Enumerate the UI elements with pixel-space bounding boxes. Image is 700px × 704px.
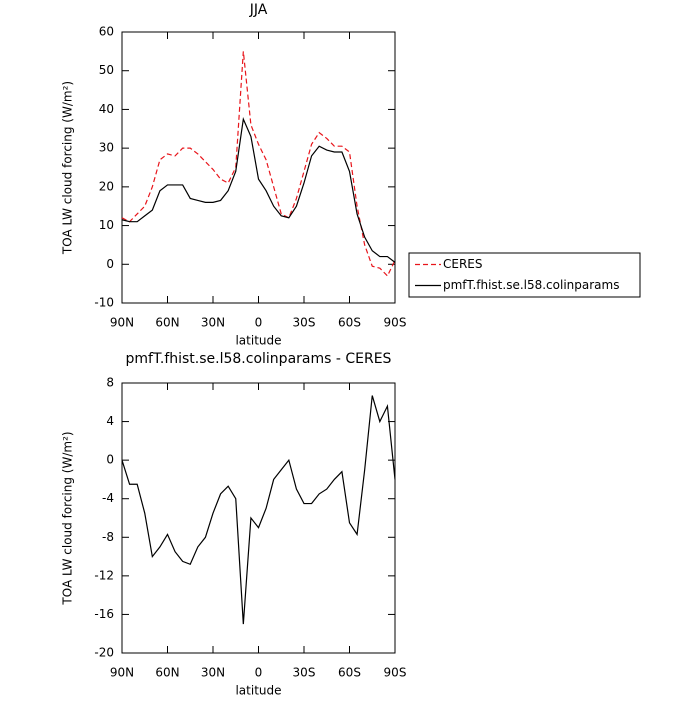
y-tick-label: 50 [99, 63, 114, 77]
y-tick-label: 4 [106, 414, 114, 428]
x-tick-label: 0 [255, 666, 263, 680]
y-tick-label: -12 [94, 568, 114, 582]
plot-frame [121, 31, 396, 304]
data-line [121, 395, 396, 625]
x-tick-label: 60S [338, 316, 361, 330]
y-tick-label: 20 [99, 179, 114, 193]
data-line [121, 116, 396, 263]
x-tick-label: 90N [110, 316, 134, 330]
y-tick-label: 40 [99, 102, 114, 116]
x-tick-label: 90S [384, 316, 407, 330]
x-tick-label: 60S [338, 666, 361, 680]
y-tick-label: -4 [102, 491, 114, 505]
y-tick-label: -10 [94, 296, 114, 310]
plot-frame [121, 382, 396, 654]
y-axis-label: TOA LW cloud forcing (W/m²) [61, 431, 75, 605]
y-tick-label: 60 [99, 25, 114, 39]
x-axis-label: latitude [235, 334, 281, 348]
x-tick-label: 90S [384, 666, 407, 680]
x-tick-label: 30N [201, 316, 225, 330]
chart-title: pmfT.fhist.se.l58.colinparams - CERES [126, 351, 392, 367]
y-tick-label: 8 [106, 376, 114, 390]
y-tick-label: 30 [99, 141, 114, 155]
legend-label: pmfT.fhist.se.l58.colinparams [443, 278, 619, 292]
x-tick-label: 30S [293, 666, 316, 680]
x-tick-label: 30S [293, 316, 316, 330]
legend-label: CERES [443, 257, 483, 271]
y-tick-label: 0 [106, 453, 114, 467]
y-tick-label: -20 [94, 646, 114, 660]
x-tick-label: 90N [110, 666, 134, 680]
chart-title: JJA [249, 2, 268, 18]
y-tick-label: -8 [102, 530, 114, 544]
y-tick-label: 10 [99, 218, 114, 232]
x-axis-label: latitude [235, 684, 281, 698]
y-tick-label: 0 [106, 257, 114, 271]
x-tick-label: 60N [155, 316, 179, 330]
y-tick-label: -16 [94, 607, 114, 621]
x-tick-label: 0 [255, 316, 263, 330]
legend-box [408, 252, 641, 298]
data-line [121, 51, 396, 277]
x-tick-label: 60N [155, 666, 179, 680]
x-tick-label: 30N [201, 666, 225, 680]
y-axis-label: TOA LW cloud forcing (W/m²) [61, 81, 75, 255]
